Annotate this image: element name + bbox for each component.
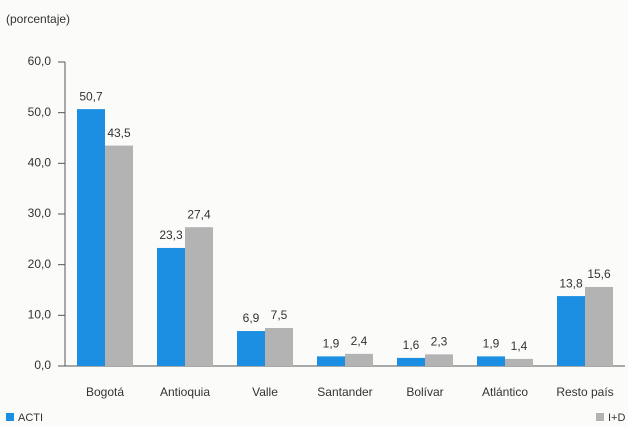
y-tick-label: 50,0 — [28, 105, 52, 119]
legend-swatch — [6, 413, 14, 421]
bar — [185, 227, 213, 366]
value-label: 27,4 — [187, 207, 211, 221]
value-label: 6,9 — [243, 311, 260, 325]
value-label: 15,6 — [587, 267, 611, 281]
bar — [237, 331, 265, 366]
value-label: 1,6 — [403, 338, 420, 352]
value-label: 7,5 — [271, 308, 288, 322]
bar — [265, 328, 293, 366]
legend-swatch — [596, 413, 604, 421]
y-tick-label: 0,0 — [34, 358, 51, 372]
y-tick-label: 40,0 — [28, 156, 52, 170]
legend-label: I+D — [608, 412, 625, 424]
y-tick-label: 60,0 — [28, 54, 52, 68]
x-tick-label: Valle — [252, 385, 278, 399]
value-label: 13,8 — [559, 276, 583, 290]
value-label: 2,4 — [351, 334, 368, 348]
bar — [557, 296, 585, 366]
bar — [397, 357, 425, 366]
y-axis-label: (porcentaje) — [6, 12, 70, 26]
x-tick-label: Antioquia — [160, 385, 210, 399]
legend-label: ACTI — [18, 412, 43, 424]
value-label: 1,4 — [511, 339, 528, 353]
value-label: 1,9 — [483, 337, 500, 351]
bar — [77, 109, 105, 367]
x-tick-label: Resto país — [556, 385, 613, 399]
x-tick-label: Santander — [317, 385, 372, 399]
value-label: 43,5 — [107, 126, 131, 140]
value-label: 23,3 — [159, 228, 183, 242]
x-tick-label: Bolívar — [406, 385, 443, 399]
bar — [585, 286, 613, 366]
bar — [425, 354, 453, 366]
bar — [317, 356, 345, 366]
x-tick-label: Atlántico — [482, 385, 528, 399]
bar — [157, 247, 185, 366]
y-tick-label: 30,0 — [28, 206, 52, 220]
value-label: 2,3 — [431, 335, 448, 349]
y-tick-label: 10,0 — [28, 308, 52, 322]
bar — [505, 358, 533, 366]
value-label: 50,7 — [79, 89, 103, 103]
value-label: 1,9 — [323, 337, 340, 351]
bar — [105, 145, 133, 366]
y-tick-label: 20,0 — [28, 257, 52, 271]
x-tick-label: Bogotá — [86, 385, 124, 399]
bar — [477, 356, 505, 366]
bar — [345, 353, 373, 366]
